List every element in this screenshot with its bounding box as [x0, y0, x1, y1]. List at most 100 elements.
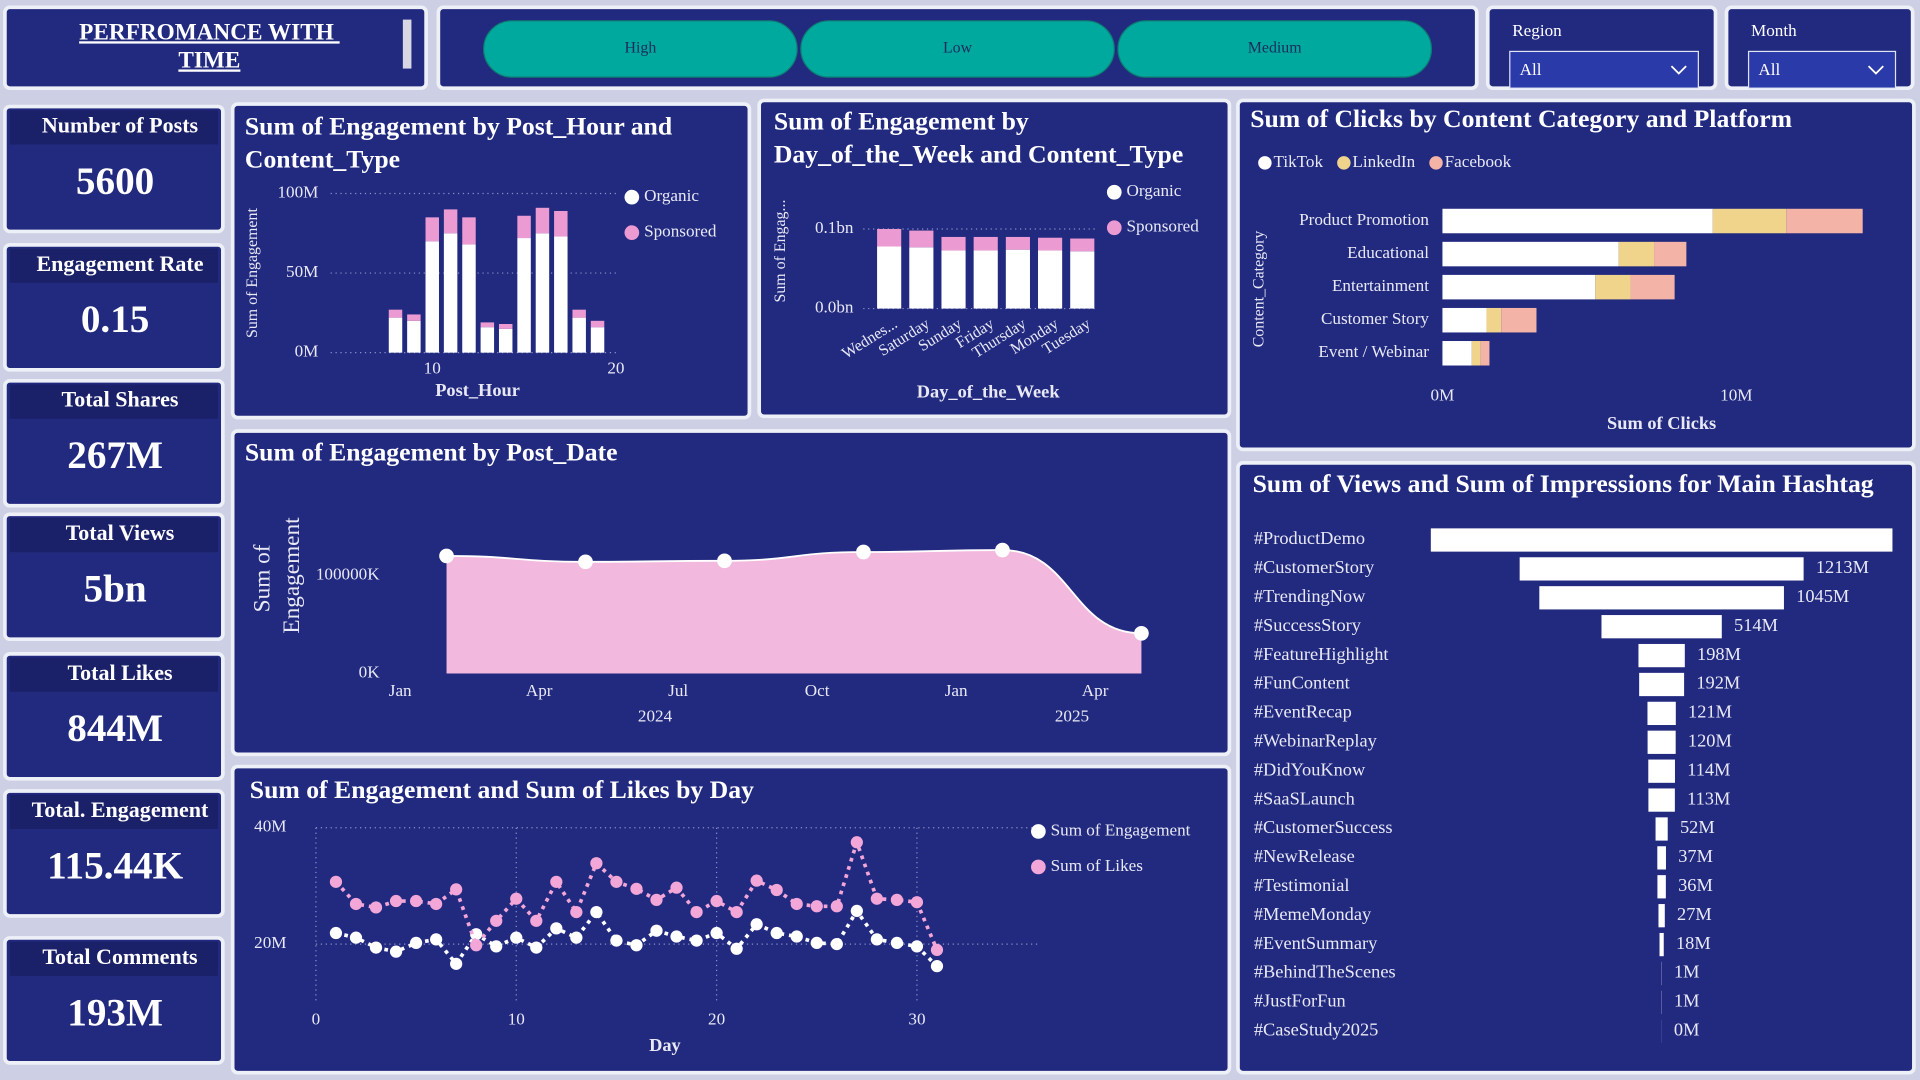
point — [369, 901, 383, 914]
filter-button-label: High — [625, 40, 657, 57]
category-label: #SuccessStory — [1254, 615, 1362, 635]
bar-segment — [517, 238, 531, 353]
bar-segment — [407, 320, 421, 353]
x-tick-label: 0M — [1431, 386, 1455, 405]
point — [830, 937, 843, 951]
category-label: #FeatureHighlight — [1254, 644, 1389, 664]
bar-segment — [1480, 341, 1490, 366]
dropdown[interactable] — [1509, 50, 1699, 89]
value-label: 52M — [1680, 817, 1715, 837]
funnel-bar — [1655, 817, 1668, 841]
point — [710, 894, 723, 908]
point — [630, 882, 643, 895]
point — [890, 893, 904, 906]
point — [650, 893, 663, 906]
bar-segment — [941, 236, 966, 251]
value-label: 1M — [1674, 962, 1700, 982]
dropdown-value: All — [1520, 60, 1542, 79]
funnel-bar — [1648, 788, 1675, 812]
kpi-label: Engagement Rate — [36, 251, 203, 276]
point — [730, 905, 743, 919]
kpi-value: 193M — [67, 991, 163, 1034]
bar-segment — [480, 322, 495, 328]
value-label: 192M — [1696, 673, 1740, 693]
legend-swatch — [1031, 824, 1046, 839]
point — [710, 926, 723, 940]
area-line — [446, 549, 1142, 635]
legend-swatch — [1106, 220, 1122, 236]
chart-title: Sum of Engagement by Post_Date — [245, 437, 618, 466]
legend-label: TikTok — [1273, 152, 1323, 171]
funnel-bar — [1647, 730, 1676, 754]
x-tick-label: Oct — [805, 681, 830, 700]
kpi-label: Total Likes — [67, 660, 173, 685]
area — [446, 550, 1142, 674]
legend-swatch — [1106, 184, 1122, 200]
bar-segment — [1654, 241, 1687, 267]
point — [389, 945, 403, 958]
point — [590, 857, 603, 870]
value-label: 18M — [1676, 933, 1711, 953]
filter-button[interactable] — [1117, 20, 1433, 78]
category-label: #MemeMonday — [1254, 904, 1372, 924]
kpi-value: 0.15 — [81, 298, 150, 341]
y-tick-label: 0.1bn — [815, 218, 854, 237]
legend-swatch — [1337, 156, 1351, 170]
y-tick-label: Educational — [1347, 243, 1429, 262]
x-tick-label: 20 — [708, 1010, 725, 1029]
value-label: 120M — [1688, 731, 1732, 751]
header-title: PERFROMANCE WITH TIME — [79, 20, 340, 74]
kpi-label-strip — [9, 794, 218, 829]
bar-segment — [425, 241, 439, 353]
x-tick-label: Apr — [1082, 681, 1109, 700]
legend-label: LinkedIn — [1352, 152, 1415, 171]
legend-label: Sum of Likes — [1051, 856, 1144, 875]
category-label: #EventRecap — [1254, 702, 1352, 722]
point — [850, 904, 863, 918]
bar-segment — [535, 207, 550, 234]
value-label: 198M — [1697, 644, 1741, 664]
chart-panel — [230, 102, 752, 420]
legend-swatch — [624, 189, 640, 205]
x-tick-label: 20 — [607, 359, 624, 378]
y-tick-label: 100M — [277, 182, 318, 201]
bar-segment — [1712, 208, 1787, 234]
value-label: 1M — [1674, 991, 1700, 1011]
filter-button-label: Medium — [1248, 40, 1303, 57]
bar-segment — [1442, 241, 1619, 267]
kpi-label-strip — [9, 110, 218, 145]
point — [790, 897, 803, 911]
y-tick-label: 0M — [295, 342, 319, 361]
value-label: 113M — [1687, 788, 1730, 808]
chart-title: Sum of Engagement and Sum of Likes by Da… — [250, 775, 754, 804]
point — [570, 905, 583, 919]
dropdown-value: All — [1758, 60, 1780, 79]
x-tick-label: Apr — [526, 681, 553, 700]
point — [329, 875, 343, 888]
funnel-bar — [1657, 875, 1666, 899]
legend-swatch — [1258, 156, 1272, 170]
bar-segment — [877, 228, 902, 247]
category-label: #SaaSLaunch — [1254, 788, 1355, 808]
y-tick-label: Entertainment — [1332, 276, 1429, 295]
filter-button[interactable] — [483, 20, 798, 78]
category-label: #CustomerSuccess — [1254, 817, 1393, 837]
bar-segment — [1630, 274, 1675, 300]
bar-segment — [1070, 238, 1095, 252]
bar-segment — [443, 209, 458, 234]
bar-segment — [1442, 341, 1472, 366]
y-axis-title: Sum of Engagement — [244, 208, 261, 338]
dropdown-chevron — [1670, 65, 1687, 75]
y-tick-label: 0.0bn — [815, 298, 854, 317]
filter-button-label: Low — [943, 40, 973, 57]
x-axis-title: Post_Hour — [435, 380, 520, 400]
bar-segment — [590, 327, 605, 353]
point — [930, 943, 944, 957]
point — [610, 934, 623, 947]
legend-label: Organic — [1127, 181, 1182, 200]
legend-label: Organic — [644, 186, 699, 205]
x-axis-title: Sum of Clicks — [1607, 413, 1716, 433]
bar-segment — [590, 320, 605, 328]
x-tick-label: 30 — [908, 1010, 925, 1029]
filter-button[interactable] — [800, 20, 1115, 78]
